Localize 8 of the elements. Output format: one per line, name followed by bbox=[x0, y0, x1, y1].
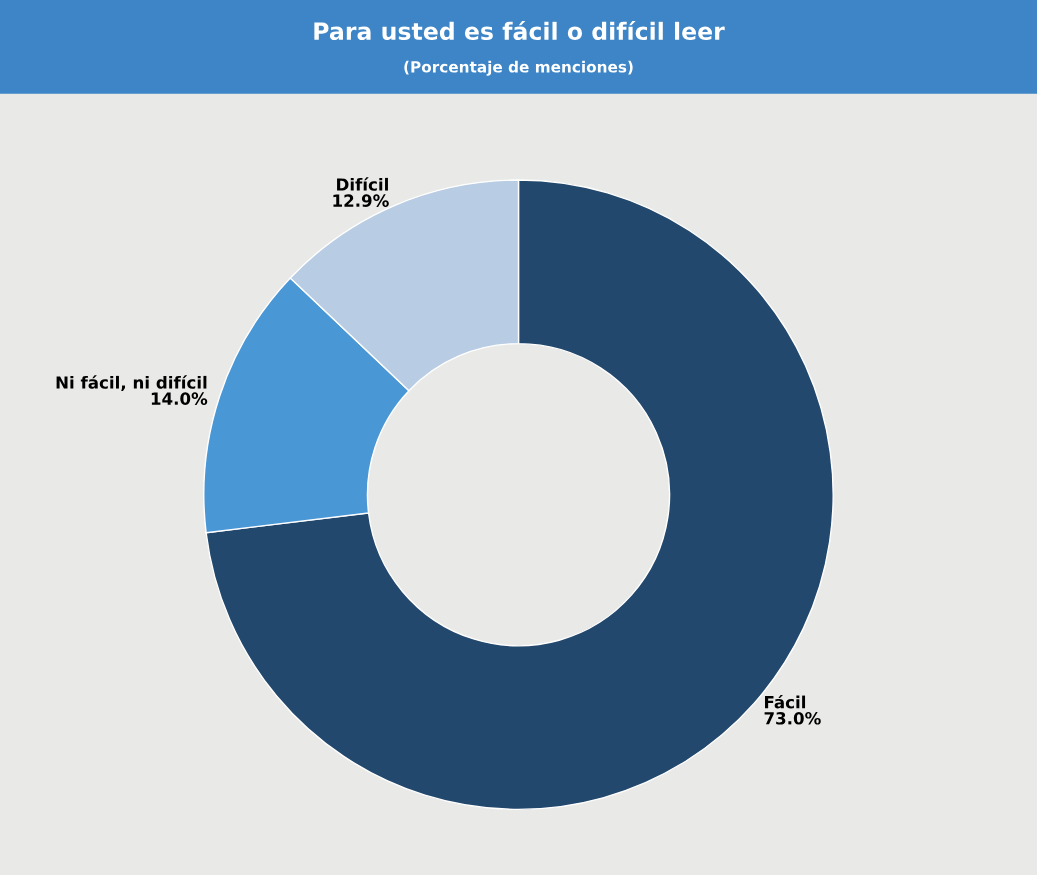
slice-label: Fácil bbox=[765, 694, 806, 709]
slice-label: Ni fácil, ni difícil bbox=[56, 375, 207, 391]
chart-subtitle: (Porcentaje de menciones) bbox=[404, 60, 633, 76]
chart-title: Para usted es fácil o difícil leer bbox=[314, 20, 725, 41]
data-label: 14.0% bbox=[151, 392, 208, 405]
slice-label: Difícil bbox=[337, 177, 388, 191]
data-label: 12.9% bbox=[333, 194, 389, 207]
data-label: 73.0% bbox=[764, 712, 821, 725]
